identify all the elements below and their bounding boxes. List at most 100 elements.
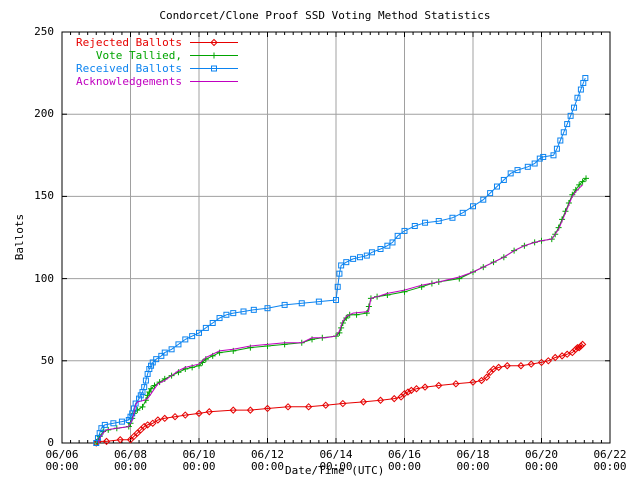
diamond-marker (359, 398, 368, 406)
series-line (95, 77, 586, 444)
diamond-marker (421, 383, 429, 391)
legend: Rejected Ballots Vote Tallied, Received B… (66, 36, 240, 88)
square-marker (571, 104, 578, 111)
square-marker (118, 418, 125, 425)
diamond-marker (452, 380, 460, 388)
plus-marker (363, 310, 370, 317)
x-tick-label-time: 00:00 (182, 460, 216, 473)
legend-label: Rejected Ballots (76, 36, 182, 49)
y-tick-label: 0 (47, 436, 54, 449)
diamond-marker (563, 350, 571, 358)
square-marker (557, 137, 564, 144)
x-tick-label-date: 06/08 (113, 448, 148, 461)
square-marker (149, 359, 156, 366)
square-marker (493, 183, 500, 190)
diamond-marker (116, 436, 124, 444)
square-marker (507, 170, 514, 177)
x-tick-label-time: 00:00 (524, 460, 559, 473)
square-marker (487, 190, 494, 197)
square-marker (550, 152, 557, 159)
x-tick-label-time: 00:00 (387, 460, 422, 473)
plus-marker (146, 389, 153, 396)
square-marker (98, 425, 105, 432)
square-marker (142, 377, 149, 384)
square-marker (540, 153, 547, 160)
x-tick-label-time: 00:00 (593, 460, 627, 473)
square-marker (211, 65, 217, 72)
square-marker (141, 384, 148, 391)
diamond-marker (558, 352, 566, 360)
square-marker (110, 420, 117, 427)
diamond-marker (137, 426, 145, 434)
series-line (95, 344, 583, 444)
x-tick-label-time: 00:00 (456, 460, 490, 473)
square-marker (350, 255, 357, 262)
diamond-marker (573, 343, 582, 352)
diamond-marker (400, 389, 409, 398)
square-marker (500, 176, 507, 183)
x-tick-label-date: 06/16 (387, 448, 422, 461)
diamond-marker (322, 401, 330, 409)
legend-label: Vote Tallied, (69, 49, 182, 62)
square-marker (250, 306, 257, 313)
diamond-marker (126, 436, 135, 444)
y-tick-label: 200 (34, 107, 54, 121)
square-marker (459, 209, 466, 216)
square-marker (338, 262, 345, 269)
diamond-marker (154, 416, 162, 424)
diamond-marker (195, 409, 203, 418)
diamond-marker (140, 422, 148, 431)
diamond-marker (133, 429, 142, 437)
square-marker (401, 227, 408, 234)
square-marker (470, 203, 476, 210)
diamond-marker (517, 362, 525, 370)
square-marker (564, 121, 571, 128)
legend-item: Vote Tallied, (66, 49, 240, 62)
square-marker (449, 214, 456, 221)
diamond-marker (527, 360, 535, 368)
chart-title: Condorcet/Clone Proof SSD Voting Method … (159, 9, 491, 22)
square-marker (153, 356, 160, 363)
square-marker (531, 160, 538, 167)
diamond-marker (210, 38, 218, 47)
diamond-marker (544, 357, 553, 365)
square-marker (240, 308, 247, 315)
diamond-marker (568, 348, 577, 357)
square-marker (333, 296, 339, 303)
legend-label: Acknowledgements (76, 75, 182, 88)
plus-marker (576, 181, 583, 188)
diamond-marker (229, 406, 237, 414)
legend-sample (190, 65, 238, 72)
square-marker (524, 163, 531, 170)
diamond-marker (412, 385, 421, 393)
square-marker (422, 219, 429, 226)
plot-border (61, 31, 611, 444)
square-marker (137, 392, 144, 399)
square-marker (196, 329, 202, 336)
square-marker (435, 218, 442, 225)
diamond-marker (205, 408, 213, 416)
square-marker (182, 336, 189, 343)
square-marker (377, 246, 384, 253)
square-marker (553, 145, 560, 152)
series-rejected-ballots (92, 340, 587, 447)
square-marker (394, 232, 401, 239)
diamond-marker (246, 406, 255, 414)
square-marker (223, 311, 230, 318)
diamond-marker (376, 396, 385, 404)
diamond-marker (477, 376, 486, 385)
diamond-marker (102, 437, 111, 446)
diamond-marker (482, 373, 491, 381)
x-tick-label-date: 06/10 (182, 448, 216, 461)
square-marker (281, 301, 288, 308)
square-marker (536, 155, 543, 162)
square-marker (189, 333, 196, 340)
legend-sample (190, 38, 238, 47)
diamond-marker (404, 388, 412, 396)
square-marker (101, 421, 108, 428)
diamond-marker (489, 365, 498, 373)
square-marker (161, 349, 168, 356)
x-tick-label-date: 06/20 (524, 448, 559, 461)
x-axis-label: Date/Time (UTC) (285, 464, 385, 477)
